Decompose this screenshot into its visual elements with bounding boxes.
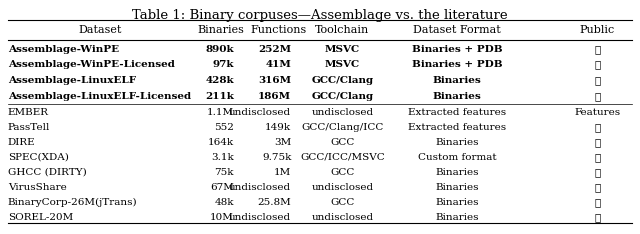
Text: GCC: GCC xyxy=(330,138,355,147)
Text: Binaries: Binaries xyxy=(435,168,479,177)
Text: 75k: 75k xyxy=(214,168,234,177)
Text: 890k: 890k xyxy=(205,45,234,54)
Text: Binaries: Binaries xyxy=(435,213,479,222)
Text: 164k: 164k xyxy=(208,138,234,147)
Text: VirusShare: VirusShare xyxy=(8,183,67,192)
Text: ✓: ✓ xyxy=(594,153,600,162)
Text: 41M: 41M xyxy=(266,60,291,69)
Text: Assemblage-LinuxELF: Assemblage-LinuxELF xyxy=(8,76,136,85)
Text: 48k: 48k xyxy=(214,198,234,207)
Text: ✓: ✓ xyxy=(594,123,600,132)
Text: GCC/Clang: GCC/Clang xyxy=(311,76,373,85)
Text: Toolchain: Toolchain xyxy=(315,25,369,35)
Text: Functions: Functions xyxy=(250,25,307,35)
Text: undisclosed: undisclosed xyxy=(229,183,291,192)
Text: Custom format: Custom format xyxy=(418,153,496,162)
Text: GCC/ICC/MSVC: GCC/ICC/MSVC xyxy=(300,153,385,162)
Text: 10M: 10M xyxy=(210,213,234,222)
Text: undisclosed: undisclosed xyxy=(229,213,291,222)
Text: 186M: 186M xyxy=(258,92,291,101)
Text: 211k: 211k xyxy=(205,92,234,101)
Text: Binaries + PDB: Binaries + PDB xyxy=(412,60,502,69)
Text: undisclosed: undisclosed xyxy=(311,183,373,192)
Text: SPEC(XDA): SPEC(XDA) xyxy=(8,153,68,162)
Text: 149k: 149k xyxy=(265,123,291,132)
Text: 67M: 67M xyxy=(210,183,234,192)
Text: Binaries: Binaries xyxy=(433,76,481,85)
Text: ✓: ✓ xyxy=(594,168,600,177)
Text: ✓: ✓ xyxy=(594,138,600,147)
Text: PassTell: PassTell xyxy=(8,123,50,132)
Text: Public: Public xyxy=(580,25,615,35)
Text: Extracted features: Extracted features xyxy=(408,123,506,132)
Text: ✓: ✓ xyxy=(594,92,600,101)
Text: DIRE: DIRE xyxy=(8,138,35,147)
Text: ✓: ✓ xyxy=(594,76,600,85)
Text: 1M: 1M xyxy=(274,168,291,177)
Text: GCC: GCC xyxy=(330,198,355,207)
Text: Binaries: Binaries xyxy=(435,138,479,147)
Text: 428k: 428k xyxy=(205,76,234,85)
Text: 25.8M: 25.8M xyxy=(257,198,291,207)
Text: undisclosed: undisclosed xyxy=(311,108,373,117)
Text: GCC: GCC xyxy=(330,168,355,177)
Text: MSVC: MSVC xyxy=(324,60,360,69)
Text: Binaries: Binaries xyxy=(435,198,479,207)
Text: Features: Features xyxy=(574,108,620,117)
Text: 3M: 3M xyxy=(274,138,291,147)
Text: ✓: ✓ xyxy=(594,45,600,54)
Text: ✓: ✓ xyxy=(594,60,600,69)
Text: Binaries: Binaries xyxy=(198,25,244,35)
Text: GCC/Clang: GCC/Clang xyxy=(311,92,373,101)
Text: MSVC: MSVC xyxy=(324,45,360,54)
Text: 552: 552 xyxy=(214,123,234,132)
Text: 9.75k: 9.75k xyxy=(262,153,291,162)
Text: Extracted features: Extracted features xyxy=(408,108,506,117)
Text: 3.1k: 3.1k xyxy=(211,153,234,162)
Text: GHCC (DIRTY): GHCC (DIRTY) xyxy=(8,168,86,177)
Text: Binaries + PDB: Binaries + PDB xyxy=(412,45,502,54)
Text: 252M: 252M xyxy=(258,45,291,54)
Text: ✓: ✓ xyxy=(594,198,600,207)
Text: Dataset: Dataset xyxy=(79,25,122,35)
Text: undisclosed: undisclosed xyxy=(229,108,291,117)
Text: Dataset Format: Dataset Format xyxy=(413,25,501,35)
Text: ✓: ✓ xyxy=(594,213,600,222)
Text: EMBER: EMBER xyxy=(8,108,49,117)
Text: BinaryCorp-26M(jTrans): BinaryCorp-26M(jTrans) xyxy=(8,198,138,207)
Text: Assemblage-WinPE: Assemblage-WinPE xyxy=(8,45,119,54)
Text: Assemblage-WinPE-Licensed: Assemblage-WinPE-Licensed xyxy=(8,60,175,69)
Text: Binaries: Binaries xyxy=(433,92,481,101)
Text: ✗: ✗ xyxy=(594,183,600,192)
Text: Assemblage-LinuxELF-Licensed: Assemblage-LinuxELF-Licensed xyxy=(8,92,191,101)
Text: GCC/Clang/ICC: GCC/Clang/ICC xyxy=(301,123,383,132)
Text: 316M: 316M xyxy=(258,76,291,85)
Text: SOREL-20M: SOREL-20M xyxy=(8,213,73,222)
Text: Binaries: Binaries xyxy=(435,183,479,192)
Text: undisclosed: undisclosed xyxy=(311,213,373,222)
Text: Table 1: Binary corpuses—Assemblage vs. the literature: Table 1: Binary corpuses—Assemblage vs. … xyxy=(132,10,508,22)
Text: 1.1M: 1.1M xyxy=(207,108,234,117)
Text: 97k: 97k xyxy=(212,60,234,69)
